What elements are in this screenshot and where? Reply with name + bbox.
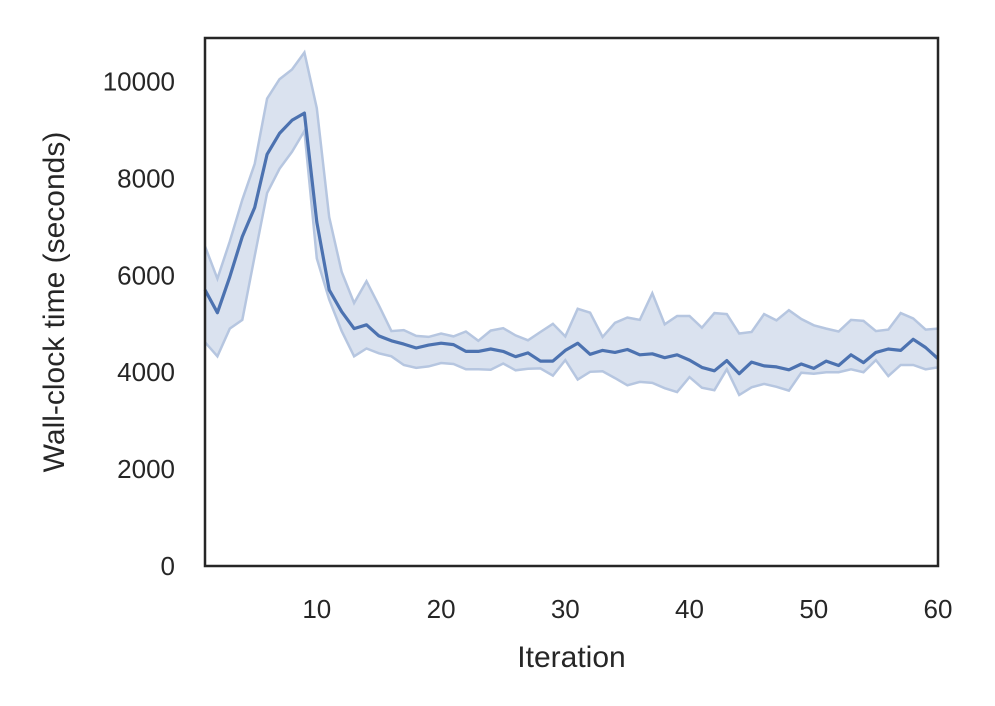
band-upper-edge bbox=[203, 49, 939, 343]
x-tick-label: 20 bbox=[427, 594, 456, 624]
y-tick-label: 4000 bbox=[117, 357, 175, 387]
x-tick-label: 10 bbox=[302, 594, 331, 624]
y-tick-label: 2000 bbox=[117, 454, 175, 484]
band-lower-edge bbox=[204, 127, 939, 397]
x-tick-label: 30 bbox=[551, 594, 580, 624]
x-tick-label: 60 bbox=[924, 594, 953, 624]
x-tick-label: 50 bbox=[799, 594, 828, 624]
y-tick-label: 6000 bbox=[117, 260, 175, 290]
y-tick-label: 8000 bbox=[117, 164, 175, 194]
plot-area bbox=[203, 49, 940, 397]
y-tick-labels: 0 2000 4000 6000 8000 10000 bbox=[103, 67, 175, 581]
axes-frame bbox=[203, 36, 940, 568]
y-tick-label: 10000 bbox=[103, 67, 175, 97]
x-axis-label: Iteration bbox=[517, 641, 625, 674]
y-tick-label: 0 bbox=[161, 551, 175, 581]
mean-line bbox=[203, 111, 940, 376]
x-tick-labels: 10 20 30 40 50 60 bbox=[302, 594, 952, 624]
y-axis-label: Wall-clock time (seconds) bbox=[38, 132, 71, 473]
x-tick-label: 40 bbox=[675, 594, 704, 624]
